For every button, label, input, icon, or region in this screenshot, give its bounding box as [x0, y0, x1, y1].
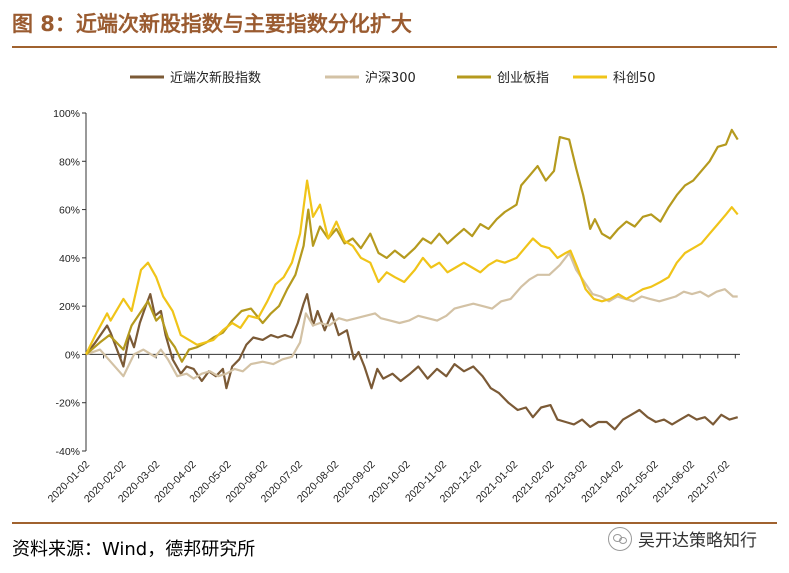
y-tick-label: -40% [55, 446, 80, 458]
series-line-3 [85, 179, 739, 355]
wechat-icon [608, 526, 632, 551]
chart-series [85, 128, 739, 431]
y-tick-label: -20% [55, 398, 80, 410]
source-note: 资料来源：Wind，德邦研究所 [12, 539, 256, 560]
series-line-0 [85, 293, 739, 431]
page-title: 图 8：近端次新股指数与主要指数分化扩大 [12, 12, 412, 36]
y-tick-label: 100% [53, 108, 80, 120]
legend-label: 创业板指 [497, 71, 549, 86]
legend-label: 近端次新股指数 [170, 70, 261, 86]
series-line-1 [85, 251, 738, 380]
series-line-2 [85, 128, 739, 363]
watermark: 吴开达策略知行 [608, 526, 757, 551]
y-tick-label: 20% [59, 301, 80, 313]
legend-label: 科创50 [613, 71, 656, 86]
title-divider [12, 46, 777, 48]
watermark-text: 吴开达策略知行 [638, 531, 757, 551]
y-tick-label: 60% [59, 205, 80, 217]
y-tick-label: 0% [65, 349, 80, 361]
legend-label: 沪深300 [365, 70, 416, 86]
chart-legend: 近端次新股指数 沪深300 创业板指 科创50 [130, 70, 656, 86]
y-tick-label: 40% [59, 253, 80, 265]
y-tick-label: 80% [59, 156, 80, 168]
footer-divider [12, 522, 777, 524]
